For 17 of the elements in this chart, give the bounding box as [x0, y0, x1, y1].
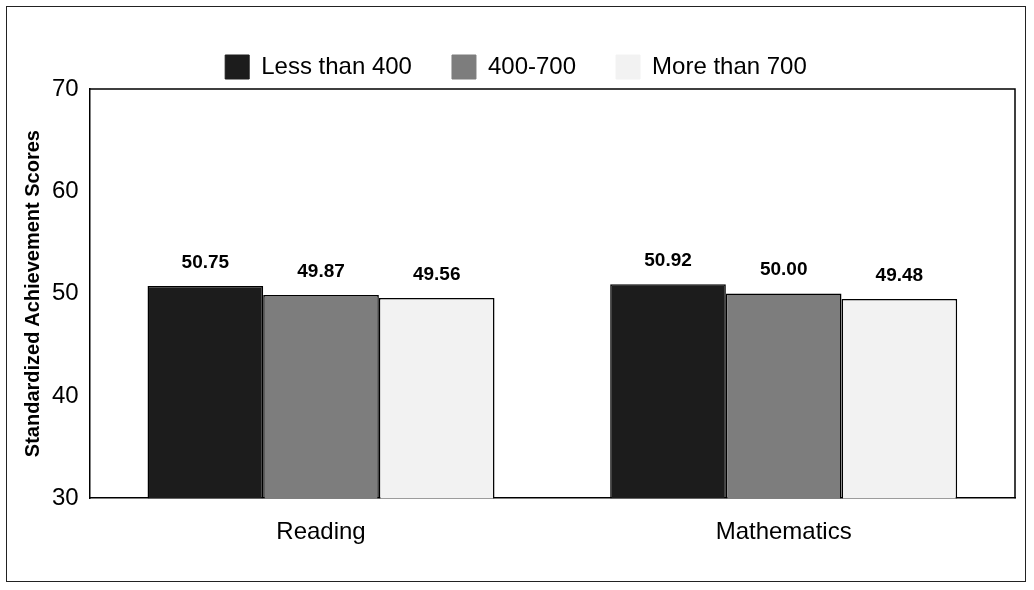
data-label: 50.75 [181, 250, 230, 272]
data-label: 50.92 [644, 248, 692, 270]
x-tick-label: Mathematics [715, 517, 852, 545]
y-tick-label: 50 [51, 278, 79, 306]
y-tick-label: 30 [51, 482, 79, 510]
x-tick-label: Reading [276, 517, 366, 545]
y-axis-title: Standardized Achievement Scores [20, 130, 43, 458]
data-label: 49.56 [412, 262, 461, 284]
legend-label: More than 700 [652, 51, 807, 79]
legend-label: 400-700 [487, 51, 577, 79]
y-tick-label: 70 [51, 73, 79, 101]
legend-label: Less than 400 [261, 51, 412, 79]
data-label: 49.87 [297, 259, 345, 281]
y-tick-label: 40 [51, 380, 79, 408]
data-label: 50.00 [759, 258, 808, 280]
y-tick-label: 60 [51, 175, 79, 203]
data-label: 49.48 [875, 263, 924, 285]
